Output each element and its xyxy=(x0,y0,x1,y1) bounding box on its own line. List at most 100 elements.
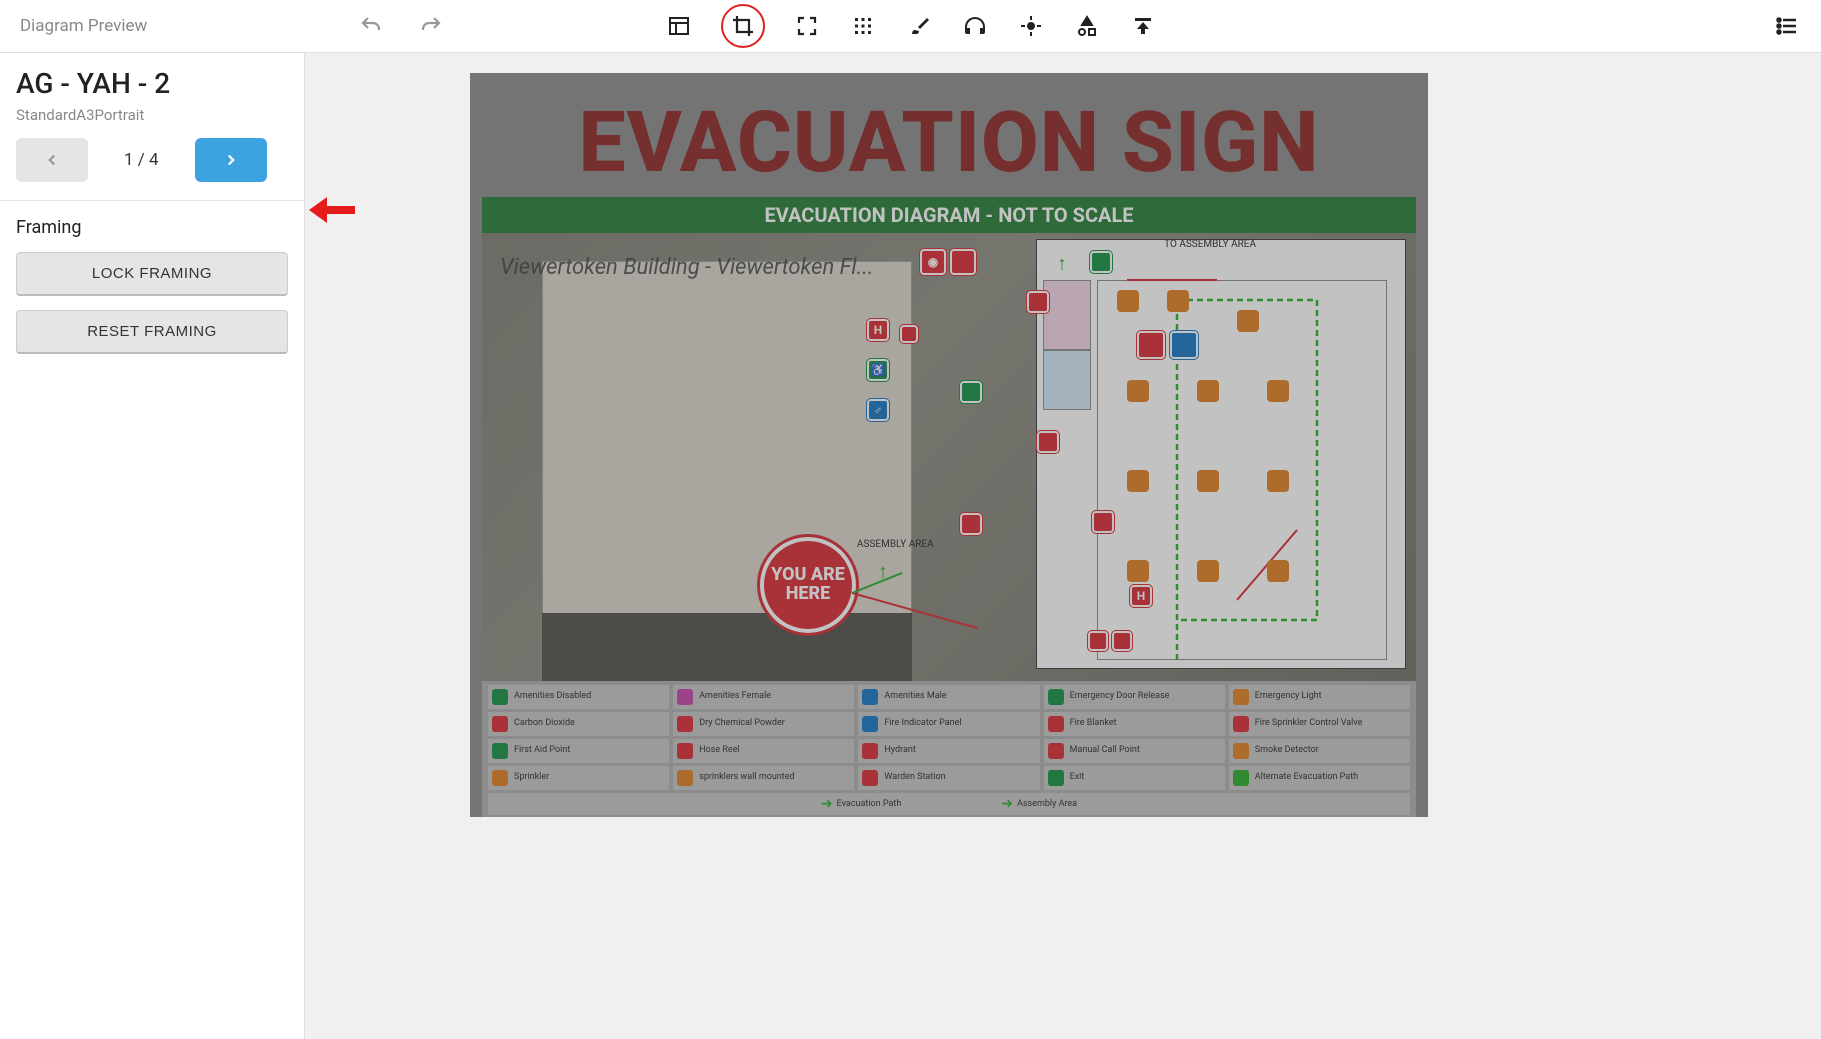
you-are-here-text: YOU ARE HERE xyxy=(764,566,852,604)
floorplan xyxy=(1036,239,1406,669)
legend-icon xyxy=(1233,689,1249,705)
fire-blanket-icon xyxy=(950,249,976,275)
emergency-light-icon xyxy=(1267,560,1289,582)
legend-item: Alternate Evacuation Path xyxy=(1229,766,1410,790)
legend-label: Fire Indicator Panel xyxy=(884,719,961,729)
fire-icon xyxy=(1092,511,1114,533)
hose-reel-icon xyxy=(900,325,918,343)
legend-icon xyxy=(1048,689,1064,705)
manual-call-point-icon xyxy=(1137,331,1165,359)
fire-icon xyxy=(1027,291,1049,313)
legend-icon xyxy=(862,743,878,759)
amenities-male-icon: ♂ xyxy=(867,399,889,421)
to-assembly-label: TO ASSEMBLY AREA xyxy=(1164,239,1256,250)
legend-item: Hydrant xyxy=(858,739,1039,763)
legend-label: Amenities Female xyxy=(699,692,771,702)
legend-item: Fire Indicator Panel xyxy=(858,712,1039,736)
toolbar: Diagram Preview xyxy=(0,0,1821,53)
legend-row: Carbon Dioxide Dry Chemical Powder Fire In… xyxy=(488,712,1410,736)
legend-label: Fire Sprinkler Control Valve xyxy=(1255,719,1363,729)
legend-item: ➜Evacuation Path xyxy=(821,796,901,812)
legend-icon xyxy=(1048,743,1064,759)
watermark-text: Viewertoken Building - Viewertoken Fl... xyxy=(500,255,874,280)
hydrant-icon: H xyxy=(867,319,889,341)
legend-item: Amenities Disabled xyxy=(488,685,669,709)
legend-icon xyxy=(492,770,508,786)
legend-item: Sprinkler xyxy=(488,766,669,790)
document-title: AG - YAH - 2 xyxy=(16,67,288,100)
shapes-icon[interactable] xyxy=(1073,12,1101,40)
legend-label: Carbon Dioxide xyxy=(514,719,575,729)
crop-tool-highlight xyxy=(721,4,765,48)
legend-label: Dry Chemical Powder xyxy=(699,719,785,729)
path-arrow-icon: ↑ xyxy=(878,559,888,584)
legend-label: Hydrant xyxy=(884,746,915,756)
legend-item: Amenities Female xyxy=(673,685,854,709)
legend-item: Carbon Dioxide xyxy=(488,712,669,736)
legend-item: Hose Reel xyxy=(673,739,854,763)
legend-label: Amenities Disabled xyxy=(514,692,591,702)
diagram-subheading: EVACUATION DIAGRAM - NOT TO SCALE xyxy=(482,197,1416,233)
legend-label: Sprinkler xyxy=(514,773,549,783)
page-indicator: 1 / 4 xyxy=(124,150,159,170)
legend-icon xyxy=(862,689,878,705)
target-icon[interactable] xyxy=(1017,12,1045,40)
legend-icon xyxy=(1233,743,1249,759)
lock-framing-button[interactable]: LOCK FRAMING xyxy=(16,252,288,296)
legend-item: Warden Station xyxy=(858,766,1039,790)
canvas-area[interactable]: EVACUATION SIGN EVACUATION DIAGRAM - NOT… xyxy=(305,53,1821,1039)
fullscreen-icon[interactable] xyxy=(793,12,821,40)
legend-item: Exit xyxy=(1044,766,1225,790)
crop-icon[interactable] xyxy=(729,12,757,40)
emergency-light-icon xyxy=(1267,470,1289,492)
legend-label: Amenities Male xyxy=(884,692,946,702)
legend-label: Hose Reel xyxy=(699,746,739,756)
legend-row: Sprinkler sprinklers wall mounted Warden S… xyxy=(488,766,1410,790)
upload-icon[interactable] xyxy=(1129,12,1157,40)
fire-icon xyxy=(960,513,982,535)
emergency-light-icon xyxy=(1197,560,1219,582)
list-icon[interactable] xyxy=(1773,12,1801,40)
divider xyxy=(0,200,304,201)
legend-icon xyxy=(862,716,878,732)
legend-item: Manual Call Point xyxy=(1044,739,1225,763)
legend-item: ➜Assembly Area xyxy=(1001,796,1077,812)
fire-indicator-panel-icon xyxy=(1170,331,1198,359)
brush-icon[interactable] xyxy=(905,12,933,40)
reset-framing-button[interactable]: RESET FRAMING xyxy=(16,310,288,354)
diagram-heading: EVACUATION SIGN xyxy=(470,73,1428,197)
legend-label: Smoke Detector xyxy=(1255,746,1319,756)
legend-item: Emergency Door Release xyxy=(1044,685,1225,709)
legend-label: Fire Blanket xyxy=(1070,719,1117,729)
extinguisher-icon xyxy=(1088,631,1108,651)
legend-item: sprinklers wall mounted xyxy=(673,766,854,790)
legend-icon xyxy=(492,743,508,759)
headphones-icon[interactable] xyxy=(961,12,989,40)
legend-label: sprinklers wall mounted xyxy=(699,773,794,783)
legend-item: Fire Sprinkler Control Valve xyxy=(1229,712,1410,736)
legend-icon xyxy=(1233,770,1249,786)
satellite-roof xyxy=(542,261,912,671)
scatter-icon[interactable] xyxy=(849,12,877,40)
emergency-light-icon xyxy=(1237,310,1259,332)
legend-label: Warden Station xyxy=(884,773,945,783)
page-next-button[interactable] xyxy=(195,138,267,182)
legend-icon xyxy=(1233,716,1249,732)
legend-icon xyxy=(677,770,693,786)
redo-icon[interactable] xyxy=(417,12,445,40)
amenities-disabled-icon: ♿ xyxy=(867,359,889,381)
exit-icon xyxy=(960,381,982,403)
layout-icon[interactable] xyxy=(665,12,693,40)
framing-section-title: Framing xyxy=(16,217,288,238)
legend-label: Manual Call Point xyxy=(1070,746,1140,756)
emergency-light-icon xyxy=(1117,290,1139,312)
legend-icon xyxy=(677,689,693,705)
undo-icon[interactable] xyxy=(357,12,385,40)
legend-item: Dry Chemical Powder xyxy=(673,712,854,736)
warden-station-icon: ◉ xyxy=(920,249,946,275)
legend-item: First Aid Point xyxy=(488,739,669,763)
legend-icon xyxy=(1048,770,1064,786)
pager: 1 / 4 xyxy=(16,138,288,182)
evacuation-path xyxy=(1037,240,1407,670)
emergency-light-icon xyxy=(1167,290,1189,312)
